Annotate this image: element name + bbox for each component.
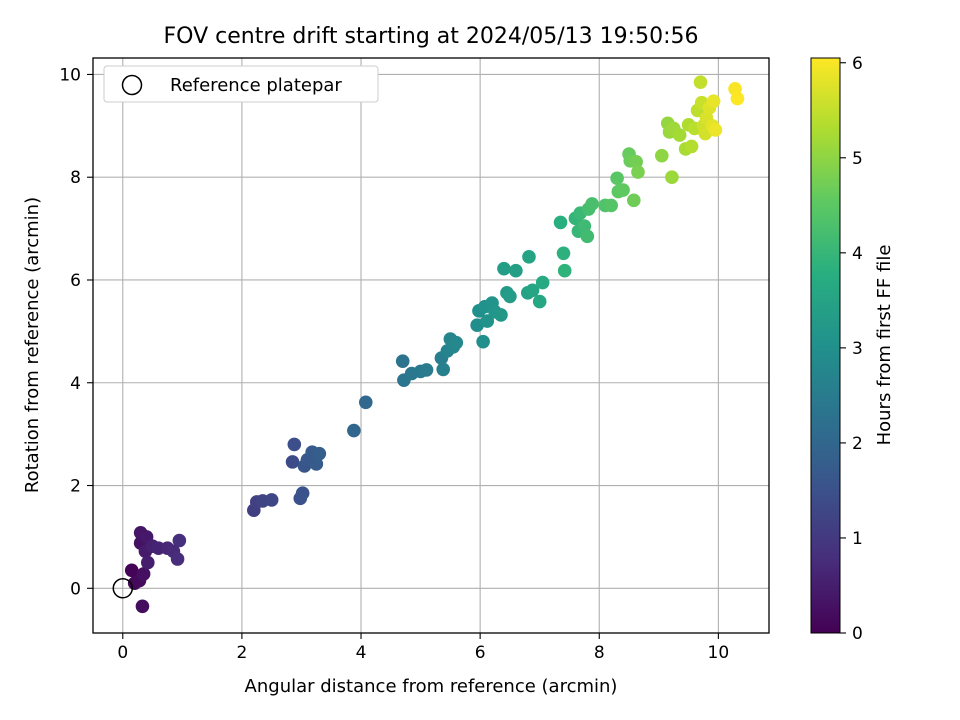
data-point [616,183,630,197]
colorbar-tick-label: 1 [852,529,863,549]
data-point [503,289,517,304]
data-point [419,363,434,377]
y-tick-label: 8 [70,168,81,188]
x-tick-label: 0 [117,643,128,663]
data-point [525,283,540,298]
data-point [556,246,571,261]
data-point [295,486,310,501]
data-point [497,261,511,276]
plot-frame [92,57,770,634]
colorbar [810,57,841,634]
data-point [553,215,568,230]
data-point [449,335,464,350]
data-point [124,563,139,578]
data-point [395,354,410,368]
y-tick-label: 4 [70,374,81,394]
colorbar-tick-label: 3 [852,339,863,359]
data-point [557,263,572,278]
colorbar-tick-label: 6 [852,54,863,74]
data-point [693,75,708,89]
data-point [347,423,361,438]
data-point [172,533,187,548]
data-point [170,552,185,566]
legend-marker-reference [121,74,143,96]
reference-marker [112,578,134,599]
data-point [604,198,618,213]
data-point [312,446,327,461]
data-point [532,294,547,309]
colorbar-tick-label: 2 [852,434,863,454]
y-tick-label: 6 [70,271,81,291]
data-point [358,395,373,410]
y-tick-label: 10 [59,65,81,85]
scatter-points [124,75,745,614]
data-point [706,94,721,108]
data-point [509,263,523,278]
x-tick-label: 10 [708,643,730,663]
y-axis-ticks: 0 2 4 6 8 10 [59,65,93,599]
data-point [708,123,723,137]
data-point [285,455,300,469]
grid-lines [93,58,769,633]
data-point [436,362,451,377]
y-tick-label: 0 [70,579,81,599]
x-axis-ticks: 0 2 4 6 8 10 [117,633,729,663]
legend: Reference platepar [103,65,379,103]
data-point [730,91,745,106]
x-axis-label: Angular distance from reference (arcmin) [245,676,618,697]
colorbar-label: Hours from first FF file [874,245,895,446]
data-point [672,128,687,142]
data-point [535,275,550,290]
x-tick-label: 6 [475,643,486,663]
data-point [494,308,508,322]
colorbar-tick-label: 0 [852,624,863,644]
data-point [287,437,302,452]
y-axis-label: Rotation from reference (arcmin) [22,197,43,493]
data-point [480,314,495,328]
x-tick-label: 2 [236,643,247,663]
data-point [577,219,592,233]
y-tick-label: 2 [70,477,81,497]
colorbar-ticks: 0 1 2 3 4 5 6 [840,54,863,644]
legend-label-reference: Reference platepar [170,75,342,96]
data-point [654,148,669,163]
colorbar-tick-label: 4 [852,244,863,264]
data-point [309,457,324,471]
data-point [522,250,536,264]
data-point [627,193,641,208]
data-point [136,567,151,581]
x-tick-label: 8 [594,643,605,663]
reference-platepar-point [112,578,134,599]
chart-title: FOV centre drift starting at 2024/05/13 … [164,24,699,49]
x-tick-label: 4 [356,643,367,663]
data-point [264,493,279,507]
data-point [631,165,645,179]
data-point [140,555,155,570]
data-point [476,334,490,349]
legend-box [103,65,379,103]
data-point [610,171,624,186]
data-point [135,599,150,614]
data-point [585,197,599,211]
colorbar-tick-label: 5 [852,149,863,169]
data-point [665,170,679,185]
data-point [629,154,643,169]
data-point [684,139,699,154]
data-point [580,229,595,244]
